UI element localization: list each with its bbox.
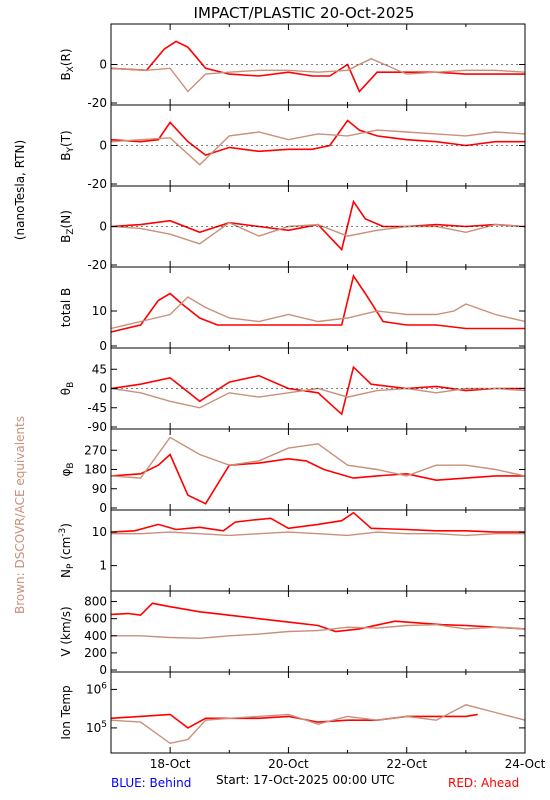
start-time-label: Start: 17-Oct-2025 00:00 UTC: [216, 773, 395, 787]
panel-by: 0 -20 BY(T): [59, 104, 526, 191]
ytick-label-theta-2: -45: [87, 401, 107, 415]
frame-v: [110, 590, 526, 673]
ytick-label-np-1: 1: [99, 559, 107, 573]
frame-temp: [110, 671, 526, 754]
ylabel-temp: Ion Temp: [59, 685, 73, 739]
ytick-label-phi-2: 90: [92, 482, 107, 496]
frame-phi: [110, 428, 526, 511]
ylabel-by: BY(T): [59, 130, 76, 160]
ytick-label-by-0: 0: [99, 139, 107, 153]
panel-btot: 10 0 total B: [59, 266, 526, 353]
series-phi-ahead: [110, 453, 525, 505]
series-v-dscovr: [111, 623, 526, 640]
panel-theta: 45 0 -45 -90 θB: [59, 347, 526, 434]
series-temp-ahead: [110, 713, 478, 729]
series-bz-dscovr: [110, 221, 526, 245]
chart-title: IMPACT/PLASTIC 20-Oct-2025: [194, 4, 415, 22]
ylabel-btot: total B: [59, 288, 73, 328]
series-theta-ahead: [110, 365, 525, 416]
series-bx-ahead: [110, 40, 525, 93]
ytick-label-v-0: 800: [84, 595, 107, 609]
series-btot-dscovr: [110, 296, 526, 330]
ytick-label-theta-3: -90: [87, 420, 107, 434]
panel-bz: 0 -20 BZ(N): [59, 185, 526, 272]
panel-phi: 270 180 90 0 φB: [59, 428, 526, 515]
ytick-label-v-3: 200: [84, 646, 107, 660]
series-np-ahead: [110, 511, 525, 533]
ytick-label-theta-0: 45: [92, 362, 107, 376]
series-theta-dscovr: [110, 387, 526, 409]
ytick-label-bx-0: 0: [99, 58, 107, 72]
ytick-label-bx-1: -20: [87, 96, 107, 110]
ytick-label-btot-0: 10: [92, 304, 107, 318]
frame-np: [110, 509, 526, 592]
ytick-label-np-0: 10: [92, 525, 107, 539]
ytick-label-bz-1: -20: [87, 258, 107, 272]
panel-bx: 0 -20 BX(R): [59, 23, 526, 110]
ylabel-np: NP (cm-3): [58, 523, 76, 578]
ytick-label-phi-3: 0: [99, 501, 107, 515]
ytick-label-phi-1: 180: [84, 463, 107, 477]
ytick-label-by-1: -20: [87, 177, 107, 191]
ylabel-phi: φB: [59, 462, 76, 476]
ylabel-bx: BX(R): [59, 48, 76, 80]
panel-temp: 106 105 Ion Temp: [59, 671, 526, 754]
series-temp-dscovr: [110, 704, 526, 745]
xtick-label-3: 24-Oct: [505, 757, 546, 771]
xtick-label-2: 22-Oct: [386, 757, 427, 771]
ylabel-v: V (km/s): [59, 606, 73, 656]
ytick-label-v-4: 0: [99, 663, 107, 677]
frame-btot: [110, 266, 526, 349]
panel-np: 10 1 NP (cm-3): [58, 509, 526, 592]
xtick-label-1: 20-Oct: [268, 757, 309, 771]
units-label: (nanoTesla, RTN): [13, 140, 27, 240]
ytick-label-v-1: 600: [84, 612, 107, 626]
dscovr-equivalents-label: Brown: DSCOVR/ACE equivalents: [13, 416, 27, 614]
ytick-label-v-2: 400: [84, 629, 107, 643]
ytick-label-phi-0: 270: [84, 443, 107, 457]
ytick-label-temp-1: 105: [86, 720, 107, 735]
series-v-ahead: [110, 602, 526, 633]
ahead-legend: RED: Ahead: [448, 776, 519, 790]
series-phi-dscovr: [110, 436, 526, 479]
ytick-label-btot-1: 0: [99, 339, 107, 353]
ylabel-bz: BZ(N): [59, 210, 76, 243]
ytick-label-temp-0: 106: [86, 681, 107, 696]
series-by-dscovr: [110, 129, 526, 166]
ylabel-theta: θB: [59, 382, 76, 396]
series-btot-ahead: [110, 274, 525, 333]
behind-legend: BLUE: Behind: [111, 776, 191, 790]
series-np-dscovr: [111, 531, 525, 537]
xtick-label-0: 18-Oct: [150, 757, 191, 771]
ytick-label-theta-1: 0: [99, 382, 107, 396]
series-bx-dscovr: [110, 57, 526, 93]
panel-v: 800 600 400 200 0 V (km/s): [59, 590, 526, 677]
series-bz-ahead: [110, 199, 526, 252]
series-by-ahead: [110, 119, 525, 156]
ytick-label-bz-0: 0: [99, 220, 107, 234]
